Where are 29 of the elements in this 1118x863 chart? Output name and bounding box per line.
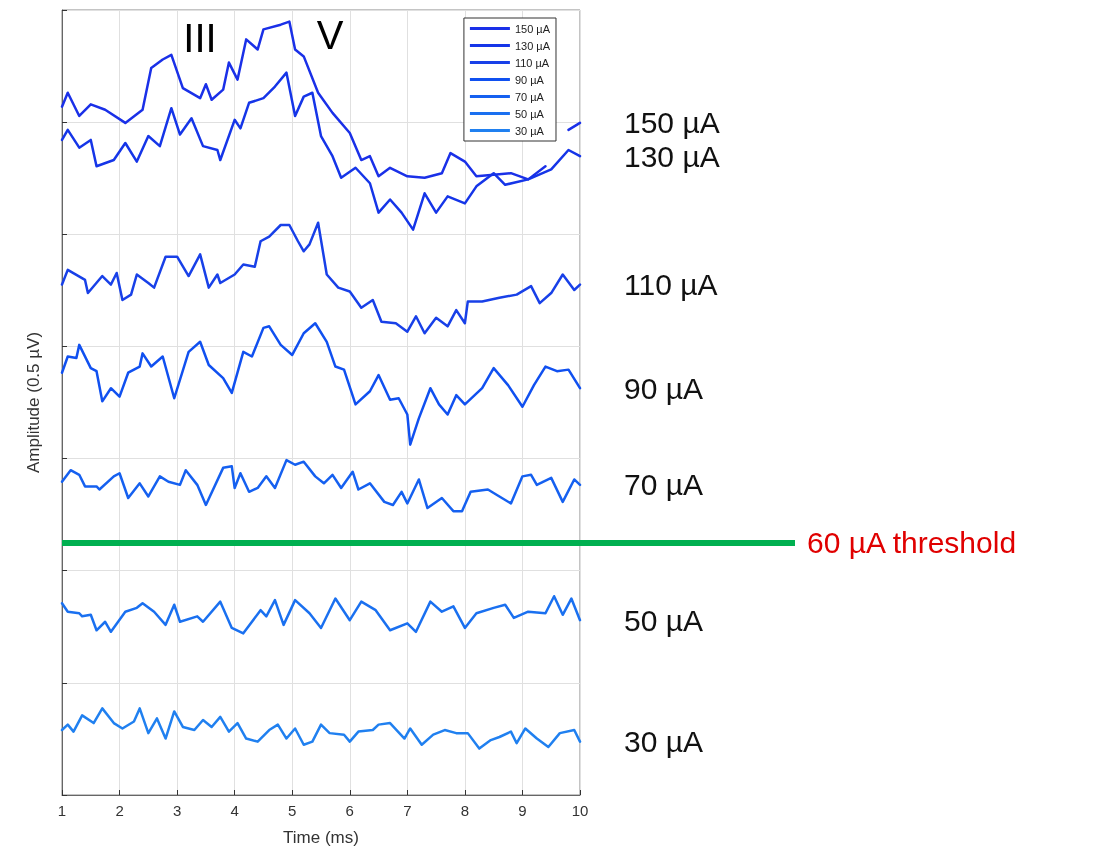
x-tick-label: 6 — [345, 802, 354, 819]
legend-label: 70 µA — [514, 90, 545, 103]
x-tick-label: 1 — [57, 802, 67, 819]
annotation: V — [316, 13, 344, 57]
legend-label: 110 µA — [514, 56, 550, 69]
annotation: III — [183, 16, 217, 60]
legend-label: 90 µA — [514, 73, 545, 86]
x-tick-label: 4 — [230, 802, 239, 819]
legend-label: 50 µA — [514, 107, 545, 120]
x-tick-label: 5 — [288, 802, 297, 819]
text: 50 µA — [624, 603, 703, 637]
y-axis-title: Amplitude (0.5 µV) — [24, 331, 43, 474]
text: 90 µA — [624, 371, 703, 405]
x-tick-label: 3 — [172, 802, 182, 819]
ref-line-label: 60 µA threshold — [807, 526, 1017, 560]
x-tick-label: 8 — [460, 802, 470, 819]
legend-label: 130 µA — [514, 39, 551, 52]
x-axis-title: Time (ms) — [283, 828, 359, 847]
x-tick-label: 2 — [115, 802, 124, 819]
text: 150 µA — [624, 106, 720, 140]
x-tick-label: 7 — [403, 802, 412, 819]
legend-label: 150 µA — [514, 22, 551, 35]
legend-label: 30 µA — [514, 124, 545, 137]
x-tick-label: 10 — [571, 802, 589, 819]
text: 110 µA — [624, 268, 718, 302]
text: 130 µA — [624, 139, 720, 173]
x-tick-label: 9 — [518, 802, 527, 819]
text: 30 µA — [624, 725, 703, 759]
text: 70 µA — [624, 468, 703, 502]
